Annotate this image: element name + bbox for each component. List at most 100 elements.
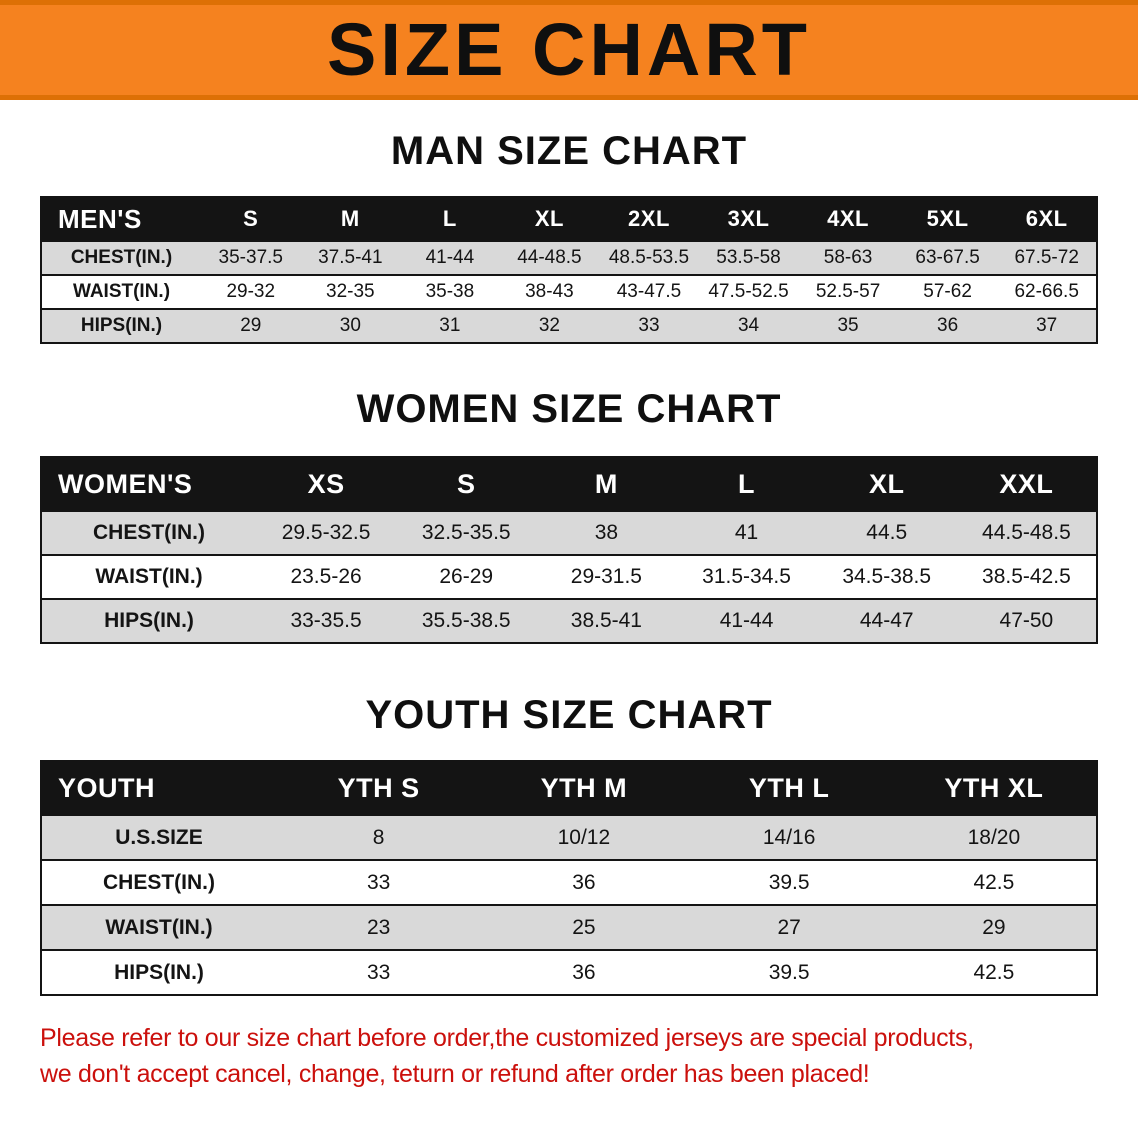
value-cell: 31 [400,308,500,343]
size-header-cell: S [396,457,537,511]
youth-section-heading: YOUTH SIZE CHART [365,693,773,737]
disclaimer-line-2: we don't accept cancel, change, teturn o… [40,1060,870,1089]
value-cell: 47.5-52.5 [698,274,799,309]
value-cell: 43-47.5 [599,274,699,309]
size-header-cell: M [300,197,401,241]
value-cell: 44.5-48.5 [956,510,1097,555]
row-label-cell: WAIST(IN.) [41,904,276,950]
table-header-row: MEN'S S M L XL 2XL 3XL 4XL 5XL 6XL [41,197,1097,241]
youth-size-table-container: YOUTH YTH S YTH M YTH L YTH XL U.S.SIZE 8 10/12… [40,760,1098,996]
size-header-cell: 6XL [997,197,1097,241]
value-cell: 30 [300,308,401,343]
value-cell: 42.5 [891,859,1097,905]
value-cell: 31.5-34.5 [676,554,817,599]
table-header-row: WOMEN'S XS S M L XL XXL [41,457,1097,511]
value-cell: 32 [499,308,600,343]
value-cell: 34.5-38.5 [816,554,957,599]
value-cell: 36 [897,308,998,343]
size-header-cell: 5XL [897,197,998,241]
value-cell: 29-32 [201,274,301,309]
value-cell: 8 [276,814,482,860]
value-cell: 42.5 [891,949,1097,995]
row-label-cell: CHEST(IN.) [41,859,276,905]
size-header-cell: YTH XL [891,761,1097,815]
table-row: U.S.SIZE 8 10/12 14/16 18/20 [41,814,1097,860]
value-cell: 29 [891,904,1097,950]
table-title-cell: YOUTH [41,761,276,815]
value-cell: 23.5-26 [256,554,397,599]
row-label-cell: HIPS(IN.) [41,949,276,995]
value-cell: 18/20 [891,814,1097,860]
value-cell: 29.5-32.5 [256,510,397,555]
youth-size-table: YOUTH YTH S YTH M YTH L YTH XL U.S.SIZE 8 10/12… [40,760,1098,996]
table-row: CHEST(IN.) 35-37.5 37.5-41 41-44 44-48.5 48.5… [41,240,1097,275]
size-header-cell: M [536,457,677,511]
value-cell: 33-35.5 [256,598,397,643]
value-cell: 36 [481,859,687,905]
value-cell: 35 [798,308,898,343]
value-cell: 44.5 [816,510,957,555]
value-cell: 26-29 [396,554,537,599]
size-header-cell: L [676,457,817,511]
size-header-cell: 4XL [798,197,898,241]
value-cell: 39.5 [686,949,892,995]
value-cell: 38-43 [499,274,600,309]
size-header-cell: S [201,197,301,241]
row-label-cell: U.S.SIZE [41,814,276,860]
value-cell: 14/16 [686,814,892,860]
value-cell: 35.5-38.5 [396,598,537,643]
size-header-cell: YTH M [481,761,687,815]
value-cell: 33 [599,308,699,343]
value-cell: 44-48.5 [499,240,600,275]
table-row: WAIST(IN.) 29-32 32-35 35-38 38-43 43-47.5 47.… [41,274,1097,309]
value-cell: 33 [276,949,482,995]
value-cell: 33 [276,859,482,905]
row-label-cell: HIPS(IN.) [41,598,256,643]
value-cell: 38.5-42.5 [956,554,1097,599]
value-cell: 29-31.5 [536,554,677,599]
table-title-cell: WOMEN'S [41,457,256,511]
women-section-heading: WOMEN SIZE CHART [356,387,782,431]
value-cell: 38 [536,510,677,555]
size-header-cell: YTH S [276,761,482,815]
value-cell: 41 [676,510,817,555]
value-cell: 35-38 [400,274,500,309]
value-cell: 63-67.5 [897,240,998,275]
table-title-cell: MEN'S [41,197,201,241]
table-row: WAIST(IN.) 23 25 27 29 [41,904,1097,950]
value-cell: 32.5-35.5 [396,510,537,555]
size-header-cell: XL [816,457,957,511]
disclaimer-line-1: Please refer to our size chart before or… [40,1024,974,1052]
men-size-table: MEN'S S M L XL 2XL 3XL 4XL 5XL 6XL CHEST(IN.) 35-37… [40,196,1098,344]
value-cell: 44-47 [816,598,957,643]
row-label-cell: WAIST(IN.) [41,554,256,599]
value-cell: 52.5-57 [798,274,898,309]
value-cell: 10/12 [481,814,687,860]
value-cell: 23 [276,904,482,950]
value-cell: 38.5-41 [536,598,677,643]
value-cell: 37 [997,308,1097,343]
disclaimer-text: Please refer to our size chart before or… [40,1020,1138,1093]
row-label-cell: HIPS(IN.) [41,308,201,343]
size-header-cell: XS [256,457,397,511]
value-cell: 62-66.5 [997,274,1097,309]
value-cell: 53.5-58 [698,240,799,275]
value-cell: 25 [481,904,687,950]
size-header-cell: XXL [956,457,1097,511]
size-header-cell: XL [499,197,600,241]
value-cell: 32-35 [300,274,401,309]
size-header-cell: 3XL [698,197,799,241]
value-cell: 47-50 [956,598,1097,643]
row-label-cell: CHEST(IN.) [41,510,256,555]
row-label-cell: WAIST(IN.) [41,274,201,309]
table-row: CHEST(IN.) 29.5-32.5 32.5-35.5 38 41 44.5 44.5… [41,510,1097,555]
value-cell: 58-63 [798,240,898,275]
row-label-cell: CHEST(IN.) [41,240,201,275]
page-title: SIZE CHART [327,8,811,91]
value-cell: 27 [686,904,892,950]
value-cell: 67.5-72 [997,240,1097,275]
women-size-table-container: WOMEN'S XS S M L XL XXL CHEST(IN.) 29.5-32.5 32.5… [40,456,1098,644]
table-header-row: YOUTH YTH S YTH M YTH L YTH XL [41,761,1097,815]
table-row: CHEST(IN.) 33 36 39.5 42.5 [41,859,1097,905]
